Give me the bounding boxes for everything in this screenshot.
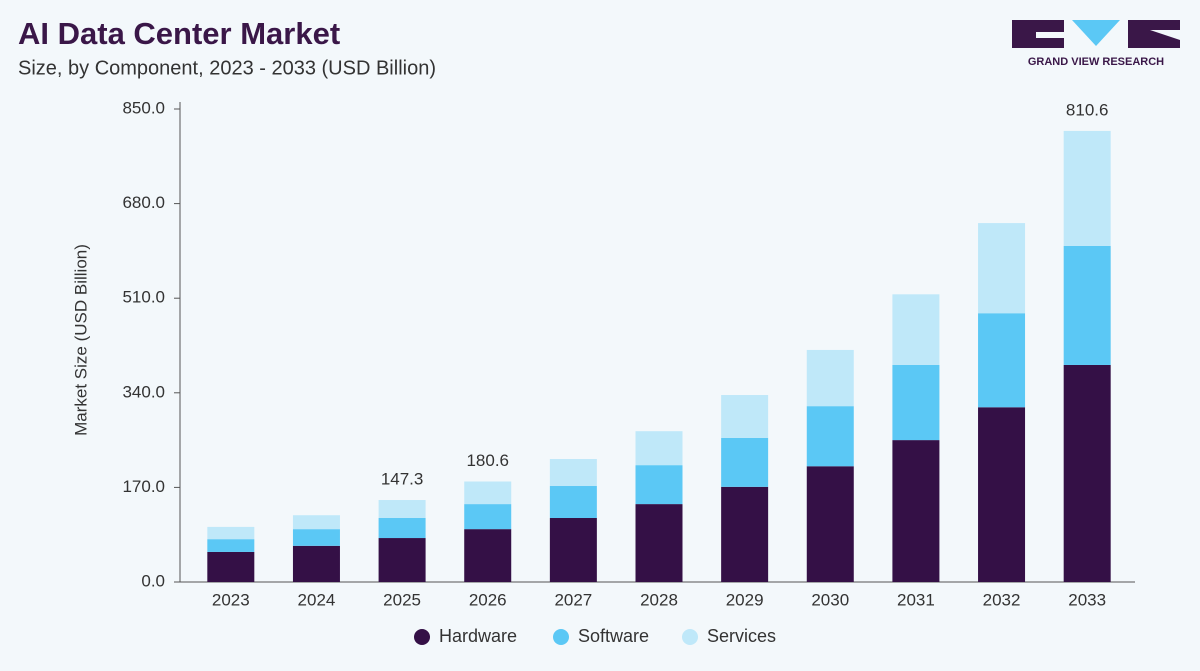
y-tick-label: 170.0	[122, 477, 165, 496]
bar-segment	[806, 406, 854, 467]
x-tick-label: 2032	[983, 590, 1021, 609]
total-label: 810.6	[1066, 100, 1109, 119]
total-label: 180.6	[466, 451, 509, 470]
bar-segment	[292, 545, 340, 582]
x-tick-label: 2023	[212, 590, 250, 609]
legend-swatch	[553, 629, 569, 645]
bar-segment	[1063, 364, 1111, 582]
bar-segment	[978, 407, 1026, 582]
chart-title: AI Data Center Market	[18, 16, 340, 51]
x-tick-label: 2031	[897, 590, 935, 609]
legend-swatch	[682, 629, 698, 645]
x-tick-label: 2026	[469, 590, 507, 609]
y-tick-label: 680.0	[122, 193, 165, 212]
bar-segment	[549, 518, 597, 582]
bar-segment	[806, 349, 854, 407]
bar-segment	[464, 504, 512, 530]
bar-segment	[292, 515, 340, 530]
bar-segment	[207, 539, 255, 552]
bar-segment	[549, 486, 597, 519]
bar-segment	[464, 529, 512, 582]
bar-segment	[892, 294, 940, 365]
bar-segment	[378, 538, 426, 582]
bar-segment	[1063, 130, 1111, 246]
bar-segment	[635, 504, 683, 582]
logo: GRAND VIEW RESEARCH	[1012, 20, 1180, 68]
legend-swatch	[414, 629, 430, 645]
bar-segment	[1063, 245, 1111, 365]
bar-segment	[292, 529, 340, 546]
legend-label: Services	[707, 626, 776, 646]
y-tick-label: 340.0	[122, 382, 165, 401]
bar-segment	[892, 440, 940, 582]
bar-segment	[378, 500, 426, 519]
bar-segment	[464, 481, 512, 505]
bar-segment	[978, 223, 1026, 314]
x-tick-label: 2029	[726, 590, 764, 609]
bar-segment	[635, 465, 683, 505]
x-tick-label: 2025	[383, 590, 421, 609]
x-tick-label: 2024	[298, 590, 336, 609]
total-label: 147.3	[381, 470, 424, 489]
bar-segment	[378, 518, 426, 539]
bar-segment	[721, 395, 769, 438]
bar-segment	[207, 551, 255, 582]
bar-segment	[806, 466, 854, 582]
y-tick-label: 850.0	[122, 98, 165, 117]
y-axis-label: Market Size (USD Billion)	[71, 244, 90, 436]
bar-segment	[635, 431, 683, 466]
x-tick-label: 2030	[811, 590, 849, 609]
x-tick-label: 2028	[640, 590, 678, 609]
x-tick-label: 2033	[1068, 590, 1106, 609]
bar-segment	[978, 313, 1026, 408]
bar-segment	[721, 486, 769, 582]
chart-subtitle: Size, by Component, 2023 - 2033 (USD Bil…	[18, 57, 436, 79]
bar-segment	[549, 459, 597, 487]
bar-segment	[892, 364, 940, 441]
bar-segment	[207, 526, 255, 540]
legend-label: Software	[578, 626, 649, 646]
legend-label: Hardware	[439, 626, 517, 646]
y-tick-label: 0.0	[141, 571, 165, 590]
brand: GRAND VIEW RESEARCH	[1028, 56, 1164, 68]
bar-segment	[721, 437, 769, 487]
x-tick-label: 2027	[554, 590, 592, 609]
y-tick-label: 510.0	[122, 288, 165, 307]
